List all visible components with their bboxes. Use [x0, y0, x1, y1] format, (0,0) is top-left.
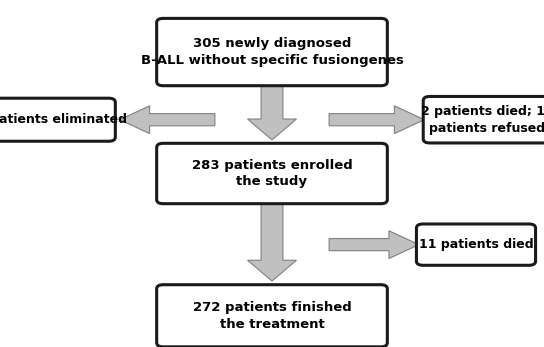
FancyBboxPatch shape: [157, 18, 387, 86]
FancyArrow shape: [329, 231, 419, 259]
FancyBboxPatch shape: [0, 98, 115, 141]
Text: 5 patients eliminated: 5 patients eliminated: [0, 113, 127, 126]
Text: 283 patients enrolled
the study: 283 patients enrolled the study: [191, 159, 353, 188]
FancyArrow shape: [120, 106, 215, 134]
FancyBboxPatch shape: [157, 143, 387, 204]
FancyArrow shape: [248, 201, 296, 281]
FancyBboxPatch shape: [423, 96, 544, 143]
Text: 2 patients died; 15
patients refused: 2 patients died; 15 patients refused: [421, 105, 544, 135]
Text: 272 patients finished
the treatment: 272 patients finished the treatment: [193, 301, 351, 331]
Text: 11 patients died: 11 patients died: [419, 238, 533, 251]
FancyArrow shape: [329, 106, 424, 134]
FancyArrow shape: [248, 83, 296, 140]
FancyBboxPatch shape: [157, 285, 387, 347]
Text: 305 newly diagnosed
B-ALL without specific fusiongenes: 305 newly diagnosed B-ALL without specif…: [140, 37, 404, 67]
FancyBboxPatch shape: [417, 224, 535, 265]
